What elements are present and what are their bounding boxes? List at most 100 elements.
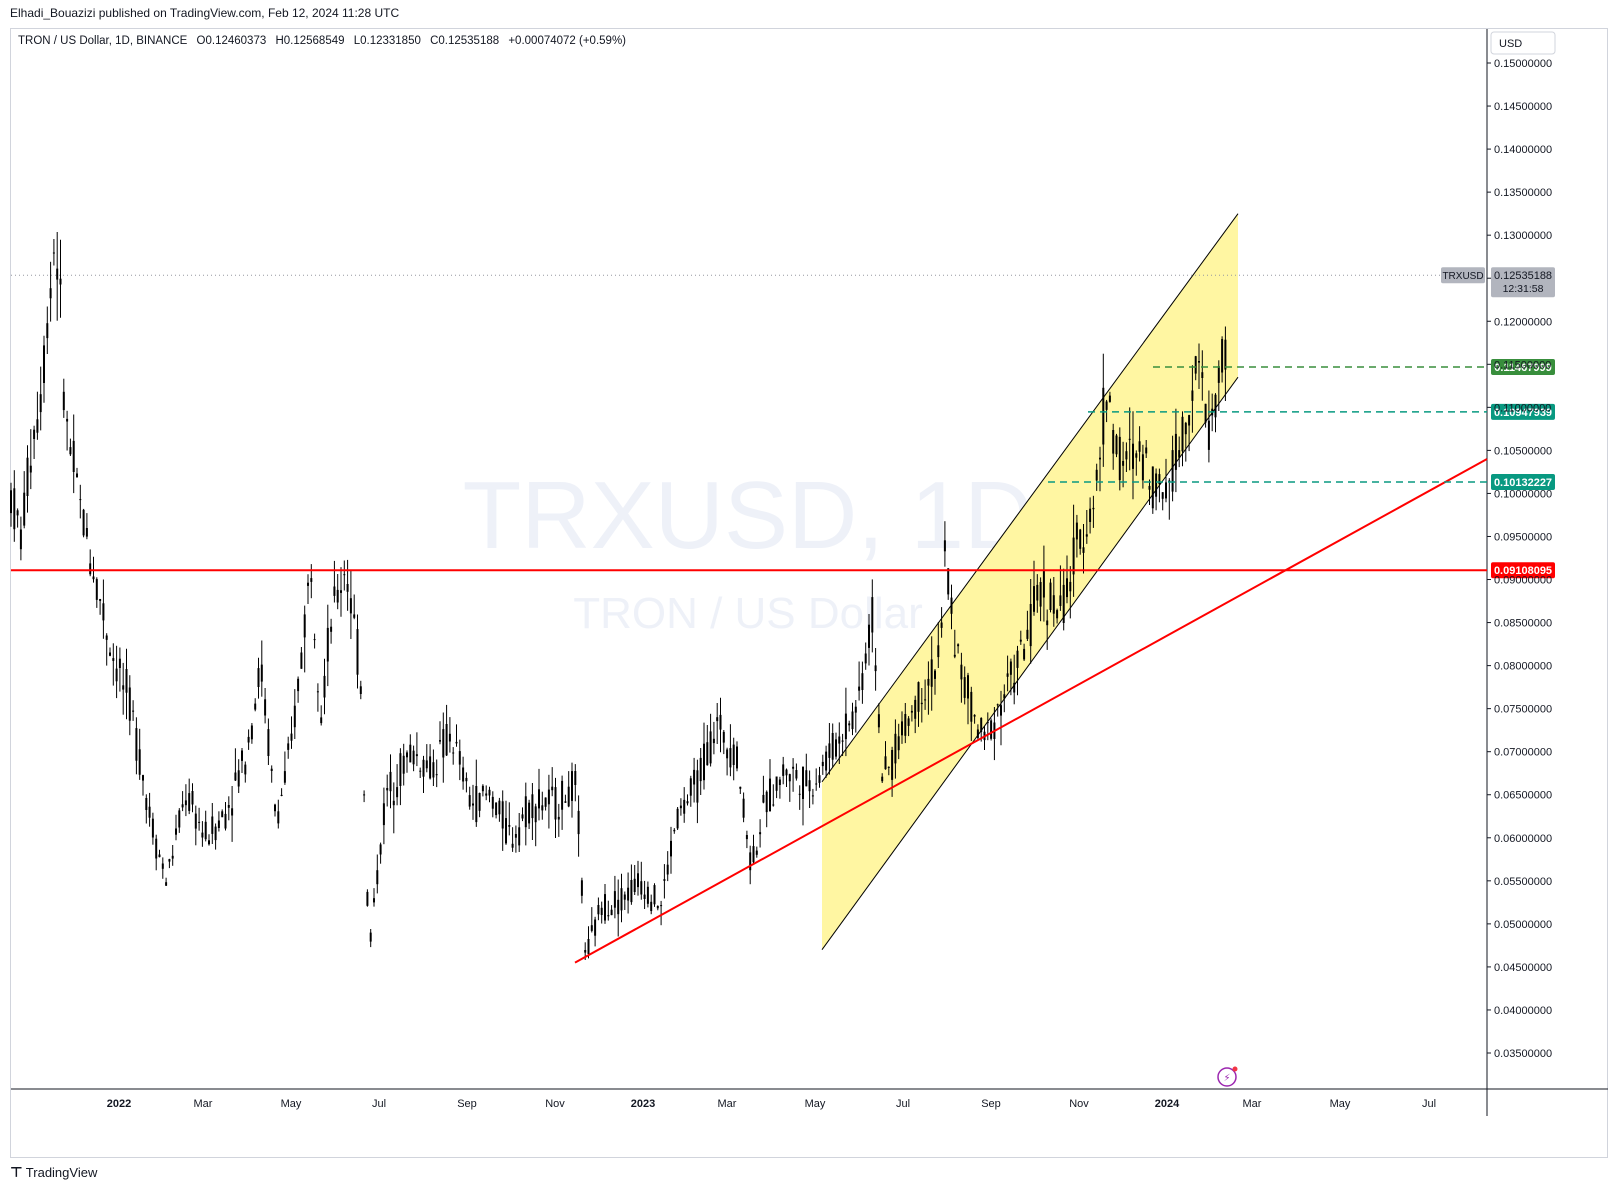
candle-body	[910, 710, 913, 713]
candle-body	[366, 891, 369, 906]
candle-body	[884, 756, 887, 770]
level-price-badge	[1491, 359, 1555, 376]
level-price-badge	[1491, 403, 1555, 420]
candle-body	[963, 677, 966, 698]
level-price-label: 0.10947939	[1494, 407, 1552, 419]
candle-body	[241, 750, 243, 761]
candle-body	[429, 756, 432, 779]
time-tick-label: Jul	[896, 1098, 910, 1110]
time-tick-label: Nov	[1069, 1098, 1089, 1110]
candle-body	[465, 777, 468, 782]
candle-body	[874, 665, 877, 672]
candle-body	[33, 429, 36, 439]
candle-body	[290, 733, 293, 741]
footer-brand[interactable]: ⊤ TradingView	[10, 1164, 97, 1181]
candle-body	[726, 749, 729, 759]
candle-body	[759, 832, 762, 835]
candle-body	[825, 751, 828, 771]
candle-body	[1125, 451, 1128, 460]
lightning-icon[interactable]	[1217, 1067, 1237, 1087]
candle-body	[267, 729, 270, 756]
candle-body	[597, 905, 600, 915]
candle-body	[376, 870, 379, 885]
candle-body	[1000, 705, 1002, 716]
candle-body	[1122, 461, 1125, 466]
candle-body	[577, 810, 580, 835]
candle-body	[637, 873, 639, 888]
price-tick-label: 0.14000000	[1494, 144, 1552, 156]
candle-body	[36, 419, 39, 433]
candle-body	[1013, 682, 1016, 693]
candle-body	[551, 786, 554, 791]
price-tick-label: 0.15000000	[1494, 58, 1552, 70]
candle-body	[369, 932, 372, 942]
candle-body	[660, 905, 663, 907]
candle-body	[1033, 586, 1035, 612]
candle-body	[1184, 422, 1187, 435]
candle-body	[818, 775, 821, 783]
level-price-label: 0.09108095	[1494, 565, 1552, 577]
candle-body	[980, 718, 983, 732]
candle-body	[26, 457, 29, 496]
channel-lower-line[interactable]	[821, 376, 1239, 950]
candle-body	[1178, 450, 1181, 458]
candle-body	[749, 852, 752, 871]
candle-body	[1095, 469, 1098, 481]
support-trendline[interactable]	[574, 458, 1488, 964]
candle-body	[676, 808, 679, 829]
candle-body	[877, 714, 880, 728]
candle-body	[468, 795, 471, 807]
candle-body	[307, 582, 309, 586]
currency-selector[interactable]	[1490, 31, 1556, 55]
candle-body	[967, 675, 969, 699]
candle-body	[231, 808, 234, 816]
legend-low: L0.12331850	[353, 35, 421, 47]
candle-body	[927, 678, 930, 686]
candle-body	[508, 825, 511, 827]
candle-body	[953, 654, 956, 657]
time-tick-label: Nov	[545, 1098, 565, 1110]
candle-body	[1039, 582, 1042, 607]
candle-body	[168, 859, 171, 862]
candle-body	[722, 731, 725, 743]
channel-upper-line[interactable]	[821, 213, 1239, 783]
candle-body	[881, 776, 884, 782]
legend-high: H0.12568549	[275, 35, 345, 47]
candle-body	[716, 717, 719, 722]
candle-body	[1072, 537, 1075, 575]
legend-close: C0.12535188	[430, 35, 500, 47]
candle-body	[696, 770, 699, 803]
candle-body	[538, 789, 540, 809]
candle-body	[184, 800, 187, 806]
candle-body	[452, 752, 455, 754]
candle-body	[1158, 474, 1161, 485]
candle-body	[425, 760, 428, 769]
candle-body	[924, 699, 927, 701]
candle-body	[257, 668, 260, 687]
candle-body	[343, 574, 346, 576]
legend-symbol[interactable]: TRON / US Dollar, 1D, BINANCE	[18, 35, 188, 47]
candle-body	[541, 805, 544, 811]
candle-body	[518, 827, 521, 846]
candle-body	[478, 793, 481, 811]
candle-body	[765, 791, 768, 813]
candle-body	[920, 702, 923, 705]
candle-body	[221, 811, 224, 818]
candle-body	[1079, 529, 1082, 549]
candle-body	[604, 894, 606, 921]
candle-body	[805, 770, 808, 787]
candle-body	[808, 780, 811, 792]
candle-body	[802, 766, 804, 799]
candle-body	[491, 796, 494, 809]
candle-body	[891, 750, 894, 780]
candle-body	[204, 821, 207, 840]
candle-body	[580, 880, 583, 896]
candle-body	[1089, 508, 1092, 522]
candle-body	[1102, 387, 1105, 445]
candle-body	[739, 786, 742, 789]
candle-body	[1188, 415, 1191, 426]
candle-body	[227, 805, 230, 808]
candle-body	[191, 791, 194, 805]
candle-body	[165, 882, 168, 886]
